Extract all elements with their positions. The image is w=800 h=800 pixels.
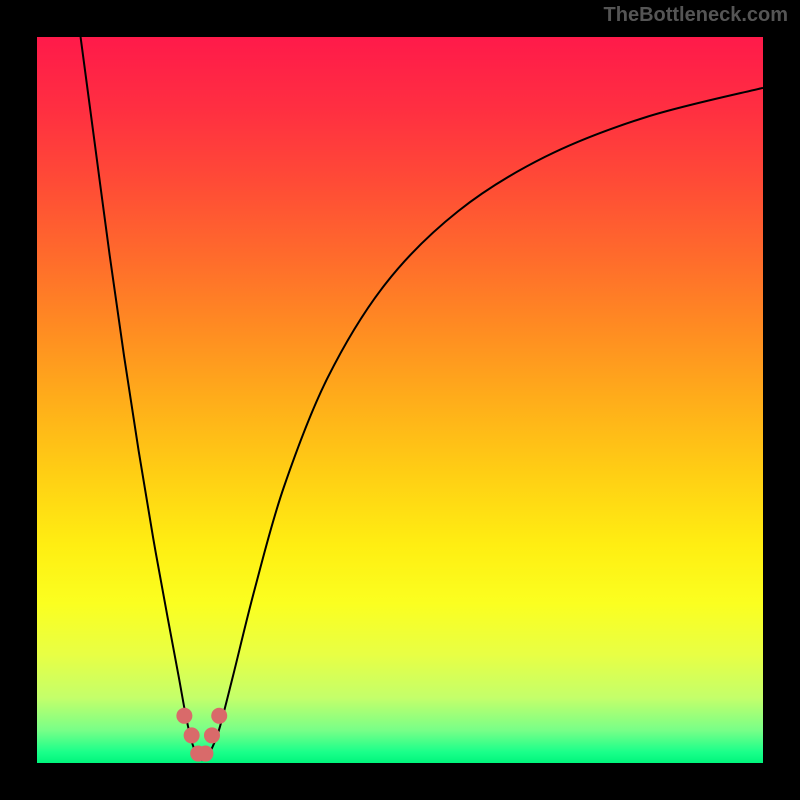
chart-svg: [37, 37, 763, 763]
data-marker: [211, 708, 227, 724]
gradient-background: [37, 37, 763, 763]
chart-container: TheBottleneck.com: [0, 0, 800, 800]
plot-area: [37, 37, 763, 763]
watermark-text: TheBottleneck.com: [604, 4, 788, 27]
data-marker: [184, 727, 200, 743]
data-marker: [197, 746, 213, 762]
data-marker: [176, 708, 192, 724]
data-marker: [204, 727, 220, 743]
